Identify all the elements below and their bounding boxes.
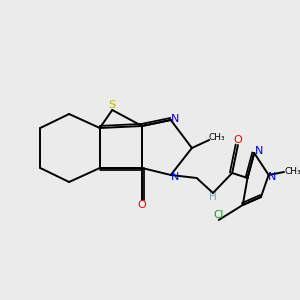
Text: N: N	[171, 113, 179, 124]
Text: H: H	[209, 193, 217, 202]
Text: O: O	[138, 200, 146, 210]
Text: CH₃: CH₃	[209, 133, 226, 142]
Text: N: N	[255, 146, 264, 156]
Text: CH₃: CH₃	[284, 167, 300, 176]
Text: N: N	[171, 172, 179, 182]
Text: O: O	[234, 135, 242, 145]
Text: S: S	[109, 100, 116, 110]
Text: Cl: Cl	[214, 210, 224, 220]
Text: N: N	[268, 172, 276, 182]
